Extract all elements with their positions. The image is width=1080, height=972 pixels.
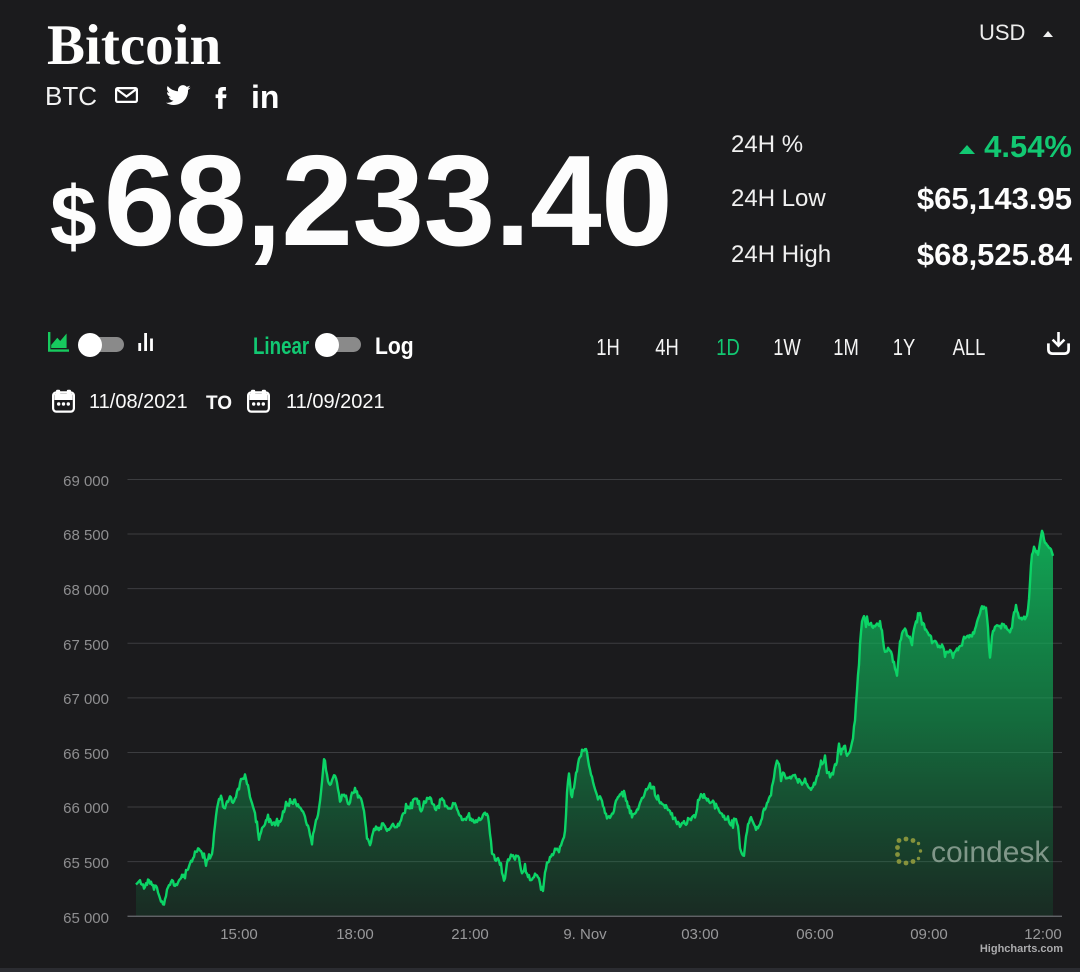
svg-text:coindesk: coindesk <box>931 836 1050 869</box>
